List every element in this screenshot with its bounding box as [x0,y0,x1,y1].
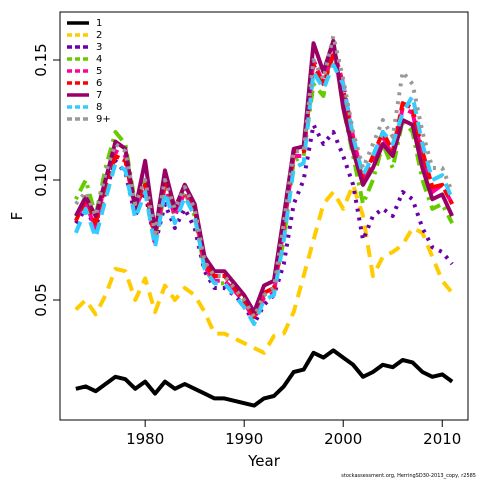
legend-label: 4 [96,54,102,65]
legend-label: 9+ [96,114,111,125]
legend-label: 5 [96,66,102,77]
legend-label: 8 [96,102,102,113]
series-line [75,348,454,408]
y-tick-label: 0.05 [32,283,50,316]
y-tick-label: 0.10 [32,163,50,196]
series-line [74,34,455,319]
legend-label: 3 [96,42,102,53]
series-line [74,38,454,314]
y-tick-label: 0.15 [32,43,50,76]
legend-label: 2 [96,30,102,41]
footnote: stockassessment.org, HerringSD30-2013_co… [341,473,476,479]
x-tick-label: 2000 [324,430,362,448]
x-tick-label: 1980 [126,430,164,448]
series-line [73,62,455,326]
legend-label: 1 [96,18,102,29]
x-axis-label: Year [247,452,281,470]
legend-label: 7 [96,90,102,101]
x-tick-label: 2010 [423,430,461,448]
x-tick-label: 1990 [225,430,263,448]
legend-label: 6 [96,78,102,89]
y-axis-label: F [8,212,26,221]
plot-frame [59,11,469,421]
series-line [74,182,454,355]
